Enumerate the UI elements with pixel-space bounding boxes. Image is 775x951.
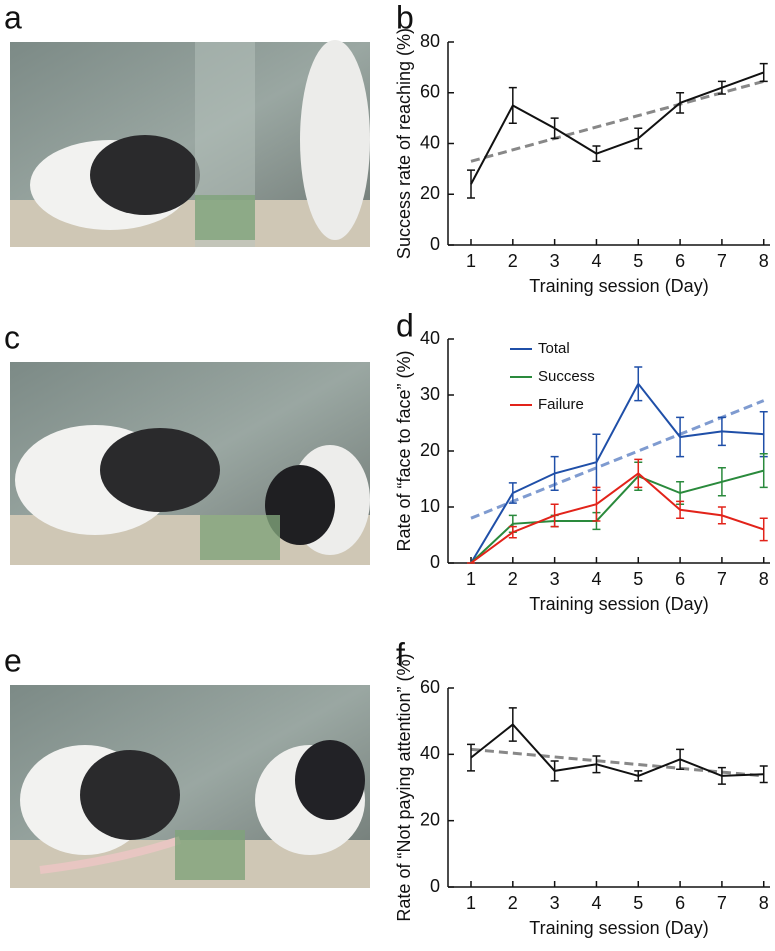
data-line bbox=[470, 723, 764, 777]
x-tick-label: 8 bbox=[759, 251, 769, 271]
legend-label: Failure bbox=[538, 396, 584, 413]
photo-c bbox=[10, 362, 370, 565]
y-tick-label: 0 bbox=[430, 876, 440, 896]
y-axis-label: Success rate of reaching (%) bbox=[394, 28, 414, 259]
x-tick-label: 3 bbox=[550, 893, 560, 913]
x-tick-label: 5 bbox=[633, 569, 643, 589]
x-tick-label: 4 bbox=[591, 569, 601, 589]
x-tick-label: 7 bbox=[717, 251, 727, 271]
x-tick-label: 1 bbox=[466, 893, 476, 913]
x-axis-label: Training session (Day) bbox=[529, 918, 708, 938]
y-tick-label: 20 bbox=[420, 809, 440, 829]
y-tick-label: 20 bbox=[420, 183, 440, 203]
trend-line bbox=[470, 399, 765, 520]
y-tick-label: 80 bbox=[420, 31, 440, 51]
panel-label: f bbox=[396, 636, 405, 672]
panel-label: d bbox=[396, 307, 414, 343]
panel-label: c bbox=[4, 319, 20, 355]
y-axis-label: Rate of “face to face” (%) bbox=[394, 350, 414, 551]
y-tick-label: 40 bbox=[420, 328, 440, 348]
panel-label: e bbox=[4, 642, 22, 678]
y-tick-label: 60 bbox=[420, 82, 440, 102]
chart: f 0 20 40 60 1 2 3 4 5 6 7 8 Training session (Day) Ra… bbox=[394, 636, 770, 938]
x-tick-label: 2 bbox=[508, 569, 518, 589]
x-tick-label: 5 bbox=[633, 251, 643, 271]
y-tick-label: 0 bbox=[430, 552, 440, 572]
panel-label: b bbox=[396, 0, 414, 35]
x-tick-label: 1 bbox=[466, 569, 476, 589]
x-tick-label: 2 bbox=[508, 893, 518, 913]
chart: b 0 20 40 60 80 1 2 3 4 5 6 7 8 Training session (Day)… bbox=[394, 0, 770, 296]
y-tick-label: 10 bbox=[420, 496, 440, 516]
x-tick-label: 5 bbox=[633, 893, 643, 913]
x-axis-label: Training session (Day) bbox=[529, 276, 708, 296]
trend-line bbox=[470, 79, 765, 163]
panel-label: a bbox=[4, 0, 22, 35]
x-tick-label: 3 bbox=[550, 569, 560, 589]
y-tick-label: 0 bbox=[430, 234, 440, 254]
data-line bbox=[470, 381, 764, 564]
data-line bbox=[470, 469, 764, 564]
x-tick-label: 8 bbox=[759, 893, 769, 913]
trend-line bbox=[470, 747, 764, 778]
x-tick-label: 4 bbox=[591, 893, 601, 913]
x-tick-label: 7 bbox=[717, 569, 727, 589]
x-tick-label: 6 bbox=[675, 569, 685, 589]
data-line bbox=[470, 472, 765, 564]
photo-e bbox=[10, 685, 370, 888]
x-tick-label: 1 bbox=[466, 251, 476, 271]
y-tick-label: 40 bbox=[420, 132, 440, 152]
x-tick-label: 7 bbox=[717, 893, 727, 913]
data-line bbox=[470, 71, 765, 185]
photo-a bbox=[10, 40, 370, 247]
chart: d 0 10 20 30 40 1 2 3 4 5 6 7 8 Training session (Day)… bbox=[394, 307, 770, 614]
y-tick-label: 60 bbox=[420, 677, 440, 697]
x-axis-label: Training session (Day) bbox=[529, 594, 708, 614]
y-axis-label: Rate of “Not paying attention” (%) bbox=[394, 653, 414, 921]
x-tick-label: 6 bbox=[675, 893, 685, 913]
y-tick-label: 40 bbox=[420, 743, 440, 763]
x-tick-label: 2 bbox=[508, 251, 518, 271]
x-tick-label: 8 bbox=[759, 569, 769, 589]
y-tick-label: 20 bbox=[420, 440, 440, 460]
x-tick-label: 4 bbox=[591, 251, 601, 271]
x-tick-label: 6 bbox=[675, 251, 685, 271]
legend-label: Success bbox=[538, 368, 595, 385]
y-tick-label: 30 bbox=[420, 384, 440, 404]
legend-label: Total bbox=[538, 340, 570, 357]
x-tick-label: 3 bbox=[550, 251, 560, 271]
